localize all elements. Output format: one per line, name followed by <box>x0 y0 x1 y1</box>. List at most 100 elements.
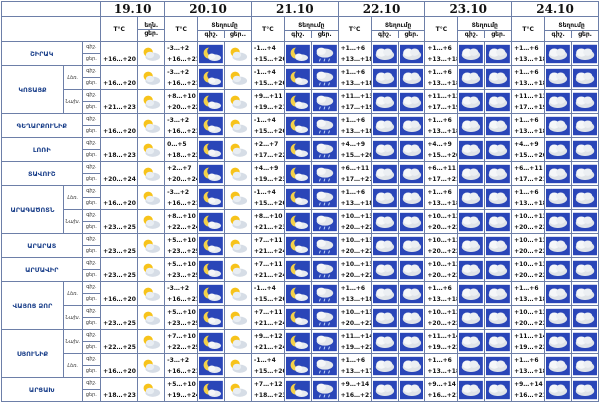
night-marker: գիշ. <box>83 379 100 390</box>
temp-cell: +4…+9 +15…+20 <box>337 137 372 162</box>
temp-night: +1…+6 <box>427 116 452 124</box>
temp-night: +10…+13 <box>340 308 372 316</box>
temp-cell: +6…+11 +17…+21 <box>511 161 546 186</box>
night-day-marker: գիշ. ցեր. <box>81 41 102 66</box>
temp-day: +16…+20 <box>103 367 136 375</box>
overcast-cloud-icon <box>484 257 513 282</box>
temp-cell: -1…+4 +15…+20 <box>250 65 285 90</box>
temp-cell: +4…+9 +19…+23 <box>250 161 285 186</box>
sun-cloud-day-icon <box>224 377 252 402</box>
partly-cloudy-day-icon <box>137 41 166 66</box>
temp-night: +1…+6 <box>514 44 539 52</box>
temp-cell: +16…+20 <box>100 281 139 306</box>
temp-cell: +18…+23 <box>100 377 139 402</box>
overcast-cloud-icon <box>544 65 572 90</box>
temp-night: +7…+10 <box>167 332 196 340</box>
temp-day: +23…+25 <box>167 319 198 327</box>
temp-night: -3…+2 <box>167 68 190 76</box>
temp-cell: +16…+20 <box>100 65 139 90</box>
moon-cloud-night-icon <box>283 161 312 186</box>
overcast-cloud-icon <box>571 137 599 162</box>
temp-cell: +10…+13 +20…+22 <box>337 233 372 258</box>
moon-cloud-night-icon <box>283 209 312 234</box>
overcast-cloud-icon <box>544 209 572 234</box>
region-row: ԿՈՏԱՅՔ Լեռ. գիշ. ցեր. +16…+20 -3…+2 +16…+21 -1… <box>1 65 599 114</box>
overcast-cloud-icon <box>544 161 572 186</box>
night-label: գիշ. <box>546 30 573 38</box>
overcast-cloud-icon <box>457 137 486 162</box>
temp-cell: -3…+2 +16…+21 <box>164 41 199 66</box>
partly-cloudy-day-icon <box>137 137 166 162</box>
cloud-rain-icon <box>310 377 339 402</box>
temp-cell: +8…+10 +20…+22 <box>164 89 199 114</box>
temp-day: +13…+18 <box>427 367 458 375</box>
temp-night: +10…+13 <box>340 212 372 220</box>
temp-night: +1…+6 <box>340 116 366 124</box>
temp-cell: +10…+13 +20…+22 <box>511 233 546 258</box>
temp-cell: +20…+24 <box>100 161 139 186</box>
night-marker: գիշ. <box>83 139 100 150</box>
temp-day: +17…+21 <box>514 175 545 183</box>
day-label: ցեր. <box>578 30 592 38</box>
temp-cell: +9…+14 +16…+21 <box>337 377 372 402</box>
overcast-cloud-icon <box>370 113 399 138</box>
temp-night: +4…+9 <box>427 140 452 148</box>
temp-day: +20…+22 <box>514 247 545 255</box>
night-marker: գիշ. <box>83 283 100 294</box>
night-day-marker: գիշ. ցեր. <box>81 161 102 186</box>
night-marker: գիշ. <box>83 115 100 126</box>
forecast-table: 19.10 20.10 21.10 22.10 23.10 24.10 T°C … <box>0 1 599 402</box>
temp-cell: +11…+14 +19…+22 <box>337 329 372 354</box>
temp-cell: +10…+13 +20…+22 <box>337 257 372 282</box>
temp-day: +21…+23 <box>253 223 285 231</box>
partly-cloudy-day-icon <box>137 65 166 90</box>
night-marker: գիշ. <box>83 307 100 318</box>
overcast-cloud-icon <box>457 257 486 282</box>
temp-header-21: T°C <box>250 16 285 42</box>
corner-cell <box>0 1 102 17</box>
moon-cloud-night-icon <box>197 89 226 114</box>
night-day-labels: գիշ. ցեր. <box>459 30 511 38</box>
temp-night: +10…+13 <box>514 308 545 316</box>
date-row: 19.10 20.10 21.10 22.10 23.10 24.10 <box>0 1 599 17</box>
temp-cell: +5…+10 +19…+24 <box>164 377 199 402</box>
temp-day: +22…+25 <box>103 343 136 351</box>
overcast-cloud-icon <box>457 185 486 210</box>
subheader-row: T°C եղն. ցեր. T°C Տեղումը գիշ. ցեր.. T°C Տեղո… <box>0 16 599 42</box>
temp-day: +13…+18 <box>427 199 458 207</box>
region-row: Լեռ. գիշ. ցեր. +16…+20 -3…+2 +16…+21 -1…+4 +15… <box>2 353 599 378</box>
temp-day: +16…+20 <box>103 295 136 303</box>
temp-day: +16…+21 <box>167 367 198 375</box>
moon-cloud-night-icon <box>197 377 226 402</box>
night-label: գիշ. <box>459 30 486 38</box>
temp-night: +1…+6 <box>340 188 366 196</box>
overcast-cloud-icon <box>397 113 426 138</box>
overcast-cloud-icon <box>484 113 513 138</box>
sun-cloud-day-icon <box>224 137 252 162</box>
region-row: ԱՐՑԱԽ գիշ. ցեր. +18…+23 +5…+10 +19…+24 +7…+12… <box>1 377 599 402</box>
overcast-cloud-icon <box>571 209 599 234</box>
temp-cell: +21…+23 <box>100 89 139 114</box>
partly-cloudy-day-icon <box>137 353 166 378</box>
moon-cloud-night-icon <box>197 137 226 162</box>
temp-day: +16…+21 <box>427 391 458 399</box>
moon-cloud-night-icon <box>283 329 312 354</box>
overcast-cloud-icon <box>484 281 513 306</box>
temp-night: +9…+14 <box>427 380 456 388</box>
night-day-marker: գիշ. ցեր. <box>81 113 102 138</box>
moon-cloud-night-icon <box>197 65 226 90</box>
temp-cell: +9…+14 +16…+21 <box>424 377 459 402</box>
temp-night: +8…+10 <box>253 212 283 220</box>
temp-night: -3…+2 <box>167 188 190 196</box>
overcast-cloud-icon <box>370 353 399 378</box>
region-subzone: Լեռ. <box>62 185 83 210</box>
overcast-cloud-icon <box>370 65 399 90</box>
temp-night: +11…+13 <box>340 92 372 100</box>
temp-cell: +23…+25 <box>100 257 139 282</box>
overcast-cloud-icon <box>571 353 599 378</box>
temp-day: +13…+18 <box>514 367 545 375</box>
overcast-cloud-icon <box>370 377 399 402</box>
precip-label: Տեղումը <box>372 21 424 31</box>
region-row: ԼՈՌԻ գիշ. ցեր. +18…+23 0…+5 +18…+23 +2…+7 +17…… <box>1 137 599 162</box>
overcast-cloud-icon <box>370 161 399 186</box>
